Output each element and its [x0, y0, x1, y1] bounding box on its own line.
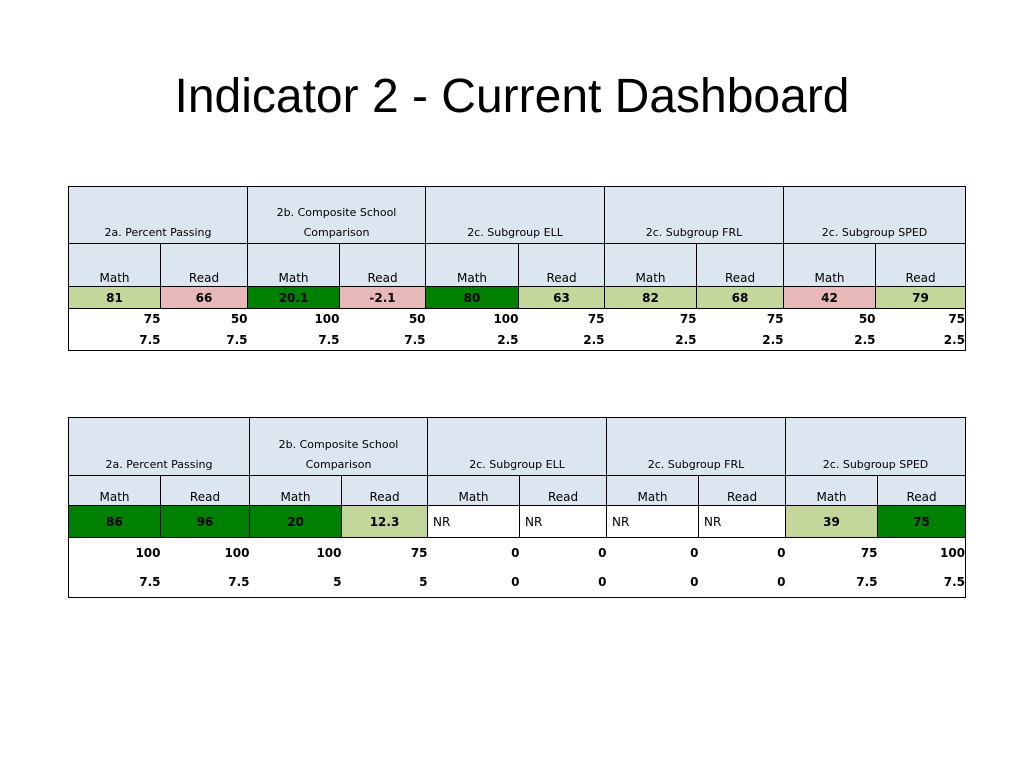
score-cell: 63 — [518, 286, 606, 309]
subheader-read: Read — [341, 475, 429, 506]
score-cell: 79 — [875, 286, 967, 309]
subheader-read: Read — [877, 475, 967, 506]
score-cell: 39 — [785, 505, 879, 538]
points-cell: 100 — [224, 545, 250, 560]
points-cell: 75 — [766, 312, 784, 327]
header-percent-passing: 2a. Percent Passing — [67, 417, 251, 476]
subheader-read: Read — [518, 243, 606, 287]
weight-cell: 2.5 — [518, 329, 605, 351]
dashboard-table-2: 2a. Percent Passing 2b. Composite School… — [67, 417, 967, 598]
points-cell: 100 — [316, 545, 342, 560]
points-cell: 100 — [877, 537, 967, 568]
weight-cell: 2.5 — [425, 329, 519, 351]
score-cell-not-reported: NR — [606, 505, 700, 538]
subheader-math: Math — [606, 475, 700, 506]
score-cell: 66 — [159, 286, 249, 309]
points-cell: 50 — [858, 312, 876, 327]
header-subgroup-sped: 2c. Subgroup SPED — [783, 186, 967, 244]
weight-cell: 7.5 — [160, 329, 248, 351]
points-cell: 75 — [875, 308, 967, 330]
score-cell: 20.1 — [247, 286, 341, 309]
weight-cell: 2.5 — [604, 329, 697, 351]
score-cell-not-reported: NR — [427, 505, 521, 538]
subheader-math: Math — [247, 243, 341, 287]
weight-cell: 0 — [698, 567, 786, 598]
points-cell: 0 — [598, 545, 607, 560]
score-cell: 82 — [604, 286, 698, 309]
weight-cell: 2.5 — [875, 329, 967, 351]
score-cell: 42 — [783, 286, 877, 309]
score-cell: 68 — [696, 286, 785, 309]
points-cell: 75 — [679, 312, 697, 327]
subheader-read: Read — [339, 243, 427, 287]
points-cell: 0 — [777, 545, 786, 560]
weight-cell: 7.5 — [68, 329, 161, 351]
weight-cell: 0 — [606, 567, 699, 598]
header-percent-passing: 2a. Percent Passing — [67, 186, 249, 244]
weight-cell: 7.5 — [68, 567, 161, 598]
weight-cell: 0 — [427, 567, 520, 598]
weight-cell: 5 — [249, 567, 342, 598]
subheader-read: Read — [159, 475, 251, 506]
header-subgroup-frl: 2c. Subgroup FRL — [606, 417, 787, 476]
header-subgroup-ell: 2c. Subgroup ELL — [427, 417, 608, 476]
score-cell: 20 — [249, 505, 343, 538]
dashboard-table-1: 2a. Percent Passing 2b. Composite School… — [67, 186, 967, 351]
subheader-math: Math — [427, 475, 521, 506]
score-cell: 86 — [68, 505, 161, 538]
score-cell-not-reported: NR — [698, 505, 787, 538]
score-cell: 96 — [159, 505, 251, 538]
slide-title: Indicator 2 - Current Dashboard — [174, 70, 850, 123]
subheader-read: Read — [875, 243, 967, 287]
header-composite-school-comparison: 2b. Composite School Comparison — [249, 417, 429, 476]
subheader-read: Read — [696, 243, 785, 287]
header-subgroup-frl: 2c. Subgroup FRL — [604, 186, 785, 244]
points-cell: 100 — [493, 312, 519, 327]
points-cell: 75 — [410, 545, 428, 560]
points-cell: 100 — [314, 312, 340, 327]
points-cell: 100 — [68, 537, 161, 568]
subheader-read: Read — [519, 475, 608, 506]
weight-cell: 7.5 — [877, 567, 967, 598]
subheader-math: Math — [249, 475, 343, 506]
header-subgroup-ell: 2c. Subgroup ELL — [425, 186, 606, 244]
weight-cell: 7.5 — [339, 329, 426, 351]
subheader-math: Math — [785, 475, 879, 506]
weight-cell: 2.5 — [783, 329, 876, 351]
points-cell: 0 — [511, 545, 520, 560]
points-cell: 50 — [230, 312, 248, 327]
subheader-math: Math — [425, 243, 520, 287]
score-cell: -2.1 — [339, 286, 427, 309]
subheader-math: Math — [68, 243, 161, 287]
weight-cell: 2.5 — [696, 329, 784, 351]
score-cell: 12.3 — [341, 505, 429, 538]
header-composite-school-comparison: 2b. Composite School Comparison — [247, 186, 427, 244]
points-cell: 75 — [860, 545, 878, 560]
subheader-math: Math — [68, 475, 161, 506]
weight-cell: 7.5 — [160, 567, 250, 598]
score-cell: 80 — [425, 286, 520, 309]
weight-cell: 0 — [519, 567, 607, 598]
weight-cell: 5 — [341, 567, 428, 598]
header-subgroup-sped: 2c. Subgroup SPED — [785, 417, 967, 476]
points-cell: 0 — [690, 545, 699, 560]
score-cell: 75 — [877, 505, 967, 538]
subheader-math: Math — [604, 243, 698, 287]
points-cell: 50 — [408, 312, 426, 327]
weight-cell: 7.5 — [785, 567, 878, 598]
points-cell: 75 — [68, 308, 161, 330]
subheader-math: Math — [783, 243, 877, 287]
score-cell-not-reported: NR — [519, 505, 608, 538]
points-cell: 75 — [587, 312, 605, 327]
subheader-read: Read — [159, 243, 249, 287]
subheader-read: Read — [698, 475, 787, 506]
score-cell: 81 — [68, 286, 161, 309]
weight-cell: 7.5 — [247, 329, 340, 351]
